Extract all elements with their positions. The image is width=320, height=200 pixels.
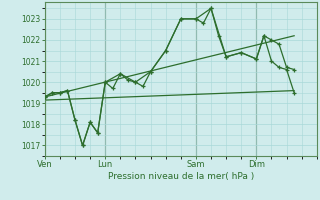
X-axis label: Pression niveau de la mer( hPa ): Pression niveau de la mer( hPa ): [108, 172, 254, 181]
